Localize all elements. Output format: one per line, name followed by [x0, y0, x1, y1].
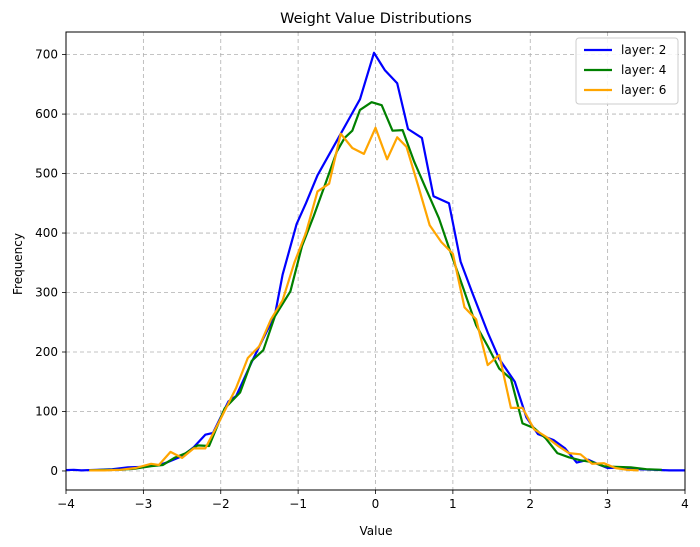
x-tick-label: −1 — [289, 497, 307, 511]
x-tick-label: 3 — [604, 497, 612, 511]
y-tick-label: 100 — [35, 404, 58, 418]
x-tick-label: −3 — [135, 497, 153, 511]
chart-title: Weight Value Distributions — [280, 11, 472, 27]
series-line-2 — [89, 101, 662, 472]
series-line-3 — [89, 126, 639, 472]
axis-ticks: −4 −3 −2 −1 0 1 2 3 4 0 100 200 300 400 500 600 700 — [35, 48, 689, 511]
y-tick-label: 300 — [35, 286, 58, 300]
x-tick-label: 4 — [681, 497, 689, 511]
y-tick-label: 400 — [35, 226, 58, 240]
legend-label-1: layer: 2 — [621, 43, 666, 57]
y-tick-label: 700 — [35, 48, 58, 62]
y-tick-label: 0 — [50, 464, 58, 478]
x-tick-label: 0 — [372, 497, 380, 511]
x-tick-label: 2 — [526, 497, 534, 511]
y-tick-label: 500 — [35, 167, 58, 181]
legend: layer: 2 layer: 4 layer: 6 — [575, 37, 679, 105]
x-tick-label: −2 — [212, 497, 230, 511]
legend-label-3: layer: 6 — [621, 83, 666, 97]
y-tick-label: 600 — [35, 107, 58, 121]
legend-box — [575, 37, 679, 105]
legend-label-2: layer: 4 — [621, 63, 666, 77]
y-axis-label: Frequency — [11, 233, 25, 295]
x-tick-label: 1 — [449, 497, 457, 511]
x-tick-label: −4 — [57, 497, 75, 511]
y-tick-label: 200 — [35, 345, 58, 359]
series-lines — [66, 51, 685, 472]
x-axis-label: Value — [360, 524, 393, 538]
